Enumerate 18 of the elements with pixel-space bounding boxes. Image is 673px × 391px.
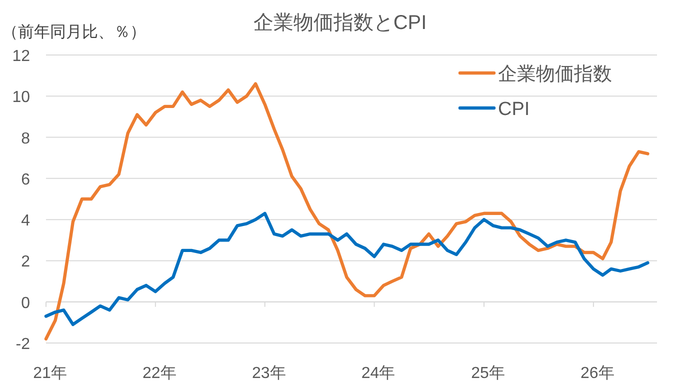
xtick: 26年 [580, 365, 614, 382]
ytick: 10 [12, 89, 30, 106]
ytick: 0 [21, 294, 30, 312]
xtick: 21年 [33, 365, 67, 382]
ytick: 8 [21, 130, 30, 148]
xtick: 23年 [252, 365, 286, 382]
ytick: 6 [21, 171, 30, 188]
xtick: 24年 [361, 365, 396, 382]
ylabel: （前年同月比、％） [2, 24, 146, 41]
xtick: 22年 [142, 365, 176, 382]
xtick: 25年 [471, 365, 505, 382]
ytick: 2 [21, 254, 30, 271]
legend: 企業物価指数 [498, 64, 612, 85]
title: 企業物価指数とCPI [253, 12, 427, 34]
legend: CPI [498, 99, 530, 120]
ytick: 4 [21, 212, 30, 230]
ytick: 12 [12, 48, 30, 65]
ytick: -2 [16, 336, 30, 353]
